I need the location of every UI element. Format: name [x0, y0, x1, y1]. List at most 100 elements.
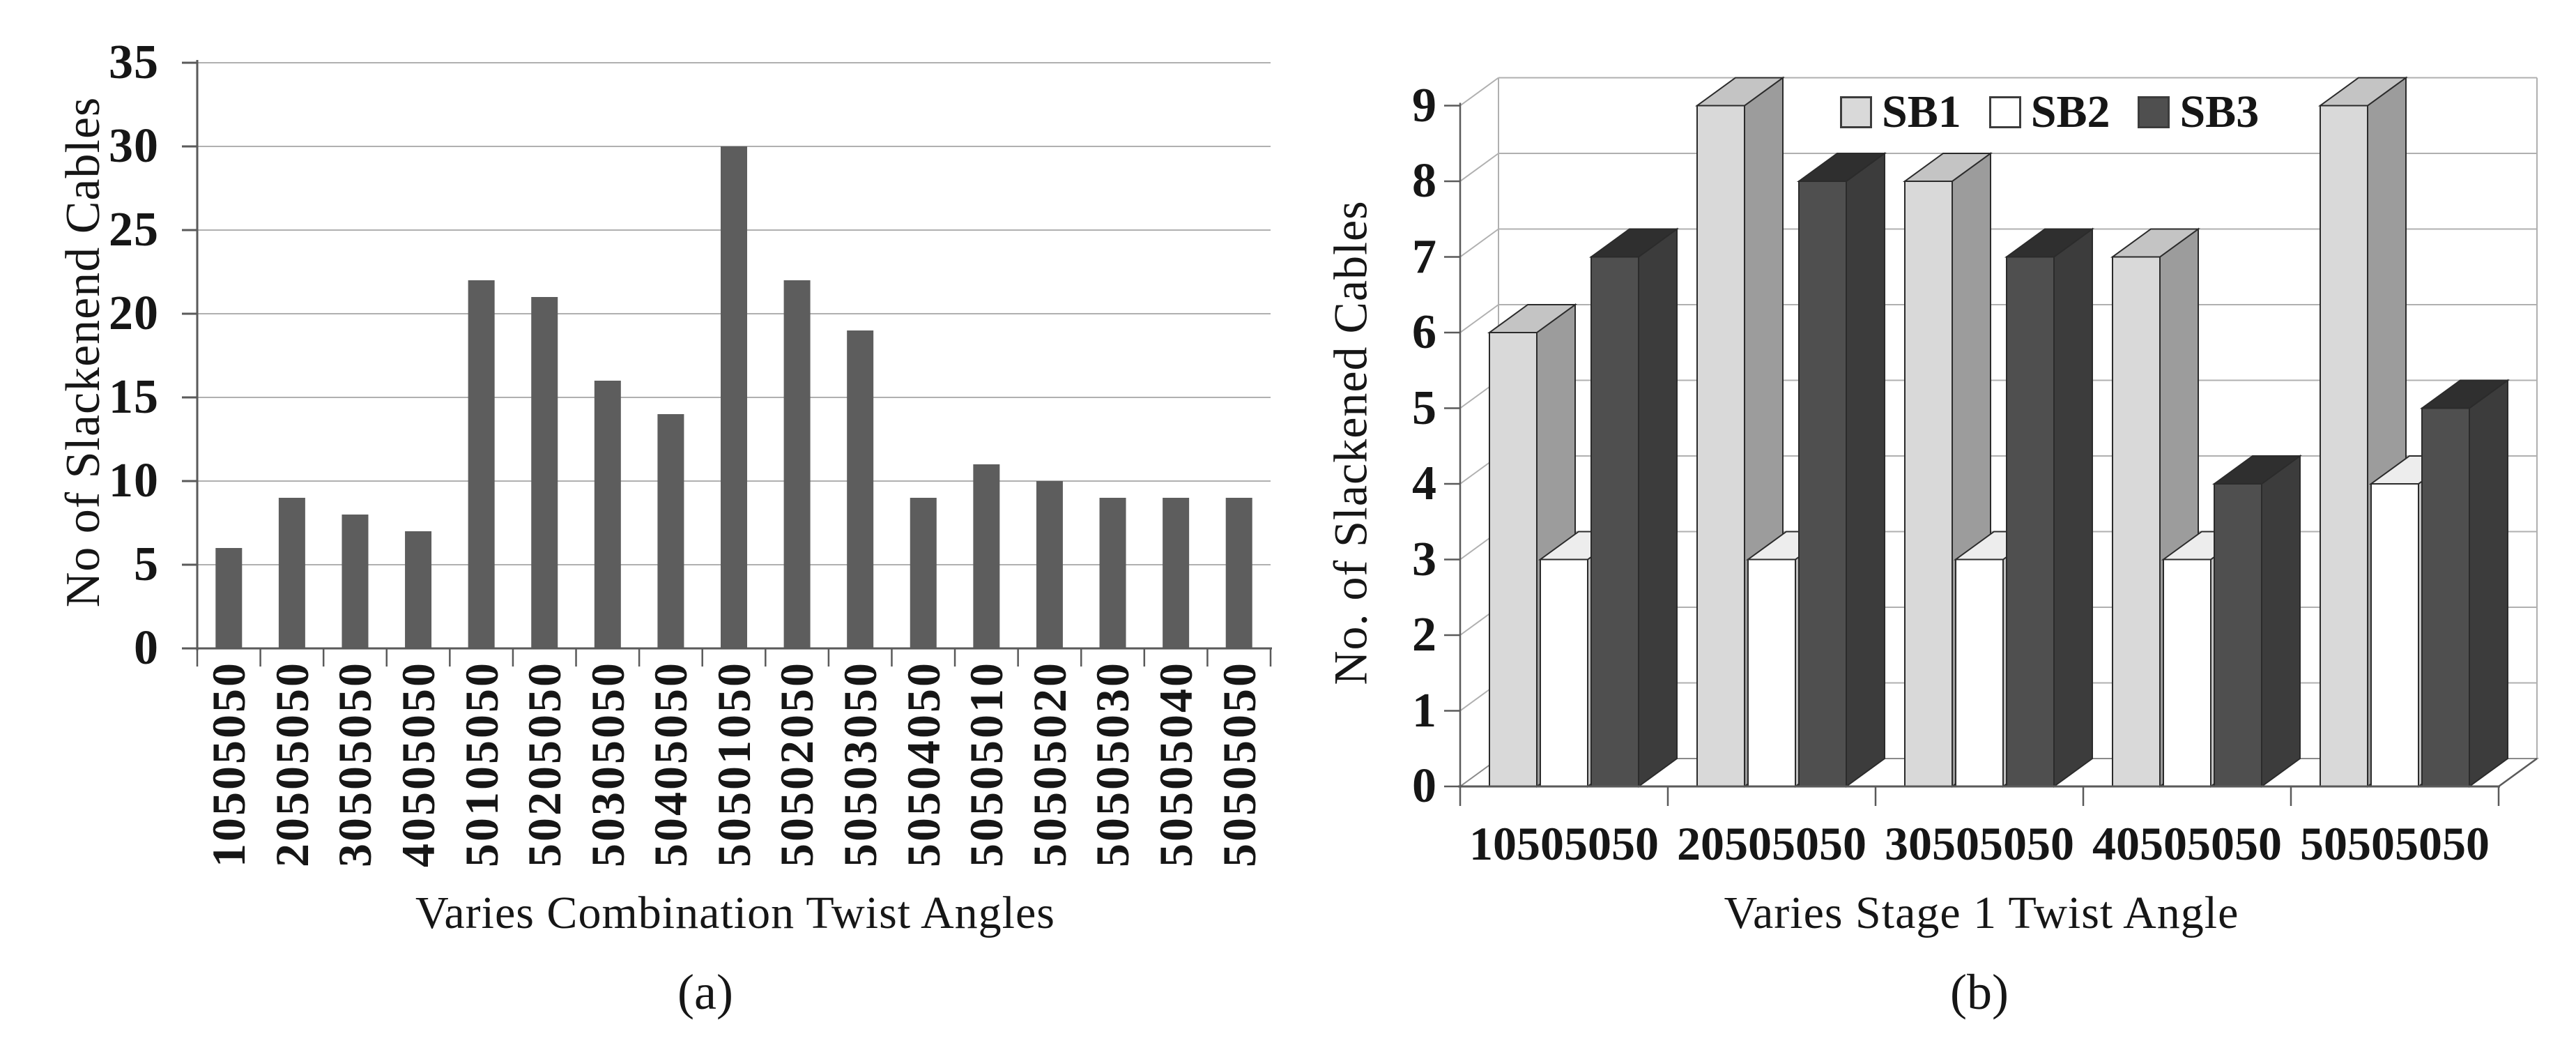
chart-a-x-tick-label: 50501050	[707, 661, 760, 867]
legend-label-SB1: SB1	[1882, 86, 1961, 137]
chart-a-axes	[182, 60, 1272, 667]
chart-b-x-tick-30505050: 30505050	[1885, 817, 2074, 870]
chart-a-x-tick-50205050: 50205050	[513, 661, 576, 891]
chart-a-bars	[215, 146, 1252, 648]
a-bar-50501050	[721, 146, 747, 648]
chart-a-x-tick-10505050: 10505050	[197, 661, 261, 891]
chart-a-x-tick-50501050: 50501050	[703, 661, 766, 891]
chart-a-x-tick-40505050: 40505050	[387, 661, 450, 891]
chart-a-x-tick-50502050: 50502050	[765, 661, 829, 891]
legend-swatch-SB1	[1840, 96, 1872, 128]
chart-b-y-tick-1: 1	[1412, 683, 1437, 738]
panel-a-caption: (a)	[677, 964, 733, 1020]
chart-a-x-tick-50505020: 50505020	[1018, 661, 1082, 891]
legend-label-SB3: SB3	[2179, 86, 2260, 137]
legend-swatch-SB3	[2138, 96, 2170, 128]
chart-a-x-tick-50505030: 50505030	[1081, 661, 1144, 891]
chart-a-x-tick-50305050: 50305050	[576, 661, 639, 891]
panel-b-caption: (b)	[1950, 964, 2009, 1020]
chart-b-axes	[1444, 102, 2538, 806]
a-bar-50505020	[1036, 481, 1063, 648]
chart-a-y-tick-5: 5	[134, 538, 159, 591]
a-bar-30505050	[342, 515, 369, 648]
chart-a-y-tick-30: 30	[109, 119, 159, 173]
chart-a-x-tick-50504050: 50504050	[891, 661, 955, 891]
chart-b-y-tick-0: 0	[1412, 759, 1437, 813]
a-bar-20505050	[278, 498, 305, 648]
chart-a-y-tick-20: 20	[109, 287, 159, 340]
chart-a-y-tick-25: 25	[109, 203, 159, 257]
chart-b-bars	[1487, 76, 2510, 788]
chart-a-x-tick-label: 20505050	[265, 661, 319, 867]
chart-a-x-tick-50505050: 50505050	[1207, 661, 1271, 891]
chart-a-x-tick-label: 50405050	[644, 661, 698, 867]
chart-a-x-tick-label: 50505020	[1022, 661, 1076, 867]
chart-a-x-tick-50505040: 50505040	[1144, 661, 1208, 891]
chart-a-x-tick-label: 10505050	[202, 661, 256, 867]
chart-a-x-tick-label: 50503050	[834, 661, 887, 867]
a-bar-50503050	[847, 330, 874, 648]
chart-a-x-tick-50405050: 50405050	[639, 661, 703, 891]
b-bar-SB3-10505050	[1588, 227, 1680, 788]
chart-b-x-tick-20505050: 20505050	[1677, 817, 1866, 870]
chart-a-x-tick-label: 50205050	[518, 661, 572, 867]
chart-b-x-tick-40505050: 40505050	[2092, 817, 2282, 870]
a-bar-50205050	[531, 297, 558, 648]
chart-a-x-tick-label: 50504050	[896, 661, 950, 867]
chart-a-x-tick-label: 50505010	[960, 661, 1013, 867]
a-bar-50505010	[973, 464, 1000, 648]
chart-a-x-tick-labels: 10505050 20505050 30505050 40505050 50105050…	[197, 661, 1271, 891]
b-bar-SB3-20505050	[1796, 152, 1887, 788]
chart-b-y-tick-9: 9	[1412, 78, 1437, 132]
chart-b-y-tick-2: 2	[1412, 608, 1437, 662]
b-bar-SB3-50505050	[2419, 379, 2510, 788]
legend-item-SB3: SB3	[2138, 89, 2259, 135]
chart-a-x-axis-title: Varies Combination Twist Angles	[415, 888, 1055, 938]
chart-a-y-tick-15: 15	[109, 370, 159, 424]
chart-a-x-tick-label: 30505050	[328, 661, 382, 867]
chart-a-x-tick-label: 50502050	[770, 661, 824, 867]
a-bar-50502050	[783, 280, 811, 648]
chart-a-y-tick-35: 35	[109, 36, 159, 89]
chart-b-legend: SB1 SB2 SB3	[1840, 89, 2259, 135]
chart-a-x-tick-50105050: 50105050	[450, 661, 513, 891]
chart-b-x-axis-title: Varies Stage 1 Twist Angle	[1724, 888, 2239, 938]
chart-b-y-tick-6: 6	[1412, 305, 1437, 359]
chart-a-x-tick-20505050: 20505050	[261, 661, 324, 891]
chart-b-y-tick-7: 7	[1412, 229, 1437, 284]
chart-b-x-tick-50505050: 50505050	[2300, 817, 2490, 870]
chart-b-y-tick-3: 3	[1412, 532, 1437, 586]
chart-a-x-tick-30505050: 30505050	[323, 661, 387, 891]
chart-a-x-tick-label: 50505040	[1149, 661, 1202, 867]
chart-b-y-tick-5: 5	[1412, 381, 1437, 435]
a-bar-40505050	[405, 531, 432, 648]
chart-b-plot	[1444, 76, 2540, 806]
legend-item-SB1: SB1	[1840, 89, 1961, 135]
chart-b-x-tick-10505050: 10505050	[1469, 817, 1659, 870]
a-bar-50505030	[1099, 498, 1126, 648]
b-bar-SB3-30505050	[2004, 227, 2095, 788]
chart-a-x-tick-50505010: 50505010	[955, 661, 1018, 891]
legend-label-SB2: SB2	[2030, 86, 2110, 137]
chart-a-x-tick-label: 50505050	[1212, 661, 1266, 867]
legend-swatch-SB2	[1988, 96, 2021, 128]
a-bar-50504050	[910, 498, 937, 648]
a-bar-50305050	[594, 381, 621, 648]
chart-a-y-tick-10: 10	[109, 454, 159, 508]
b-bar-SB2-40505050	[2161, 530, 2252, 788]
legend-item-SB2: SB2	[1988, 86, 2110, 137]
a-bar-50105050	[468, 280, 495, 648]
chart-a-x-tick-label: 50505030	[1086, 661, 1140, 867]
chart-a-x-tick-50503050: 50503050	[829, 661, 892, 891]
a-bar-50405050	[657, 414, 684, 648]
chart-a-x-tick-label: 50305050	[581, 661, 634, 867]
chart-a-x-tick-label: 50105050	[454, 661, 508, 867]
chart-b-y-tick-8: 8	[1412, 154, 1437, 208]
a-bar-50505050	[1225, 498, 1252, 648]
chart-a-plot	[182, 60, 1272, 667]
a-bar-50505040	[1163, 498, 1190, 648]
chart-a-y-tick-0: 0	[134, 621, 159, 675]
chart-a-x-tick-label: 40505050	[392, 661, 445, 867]
